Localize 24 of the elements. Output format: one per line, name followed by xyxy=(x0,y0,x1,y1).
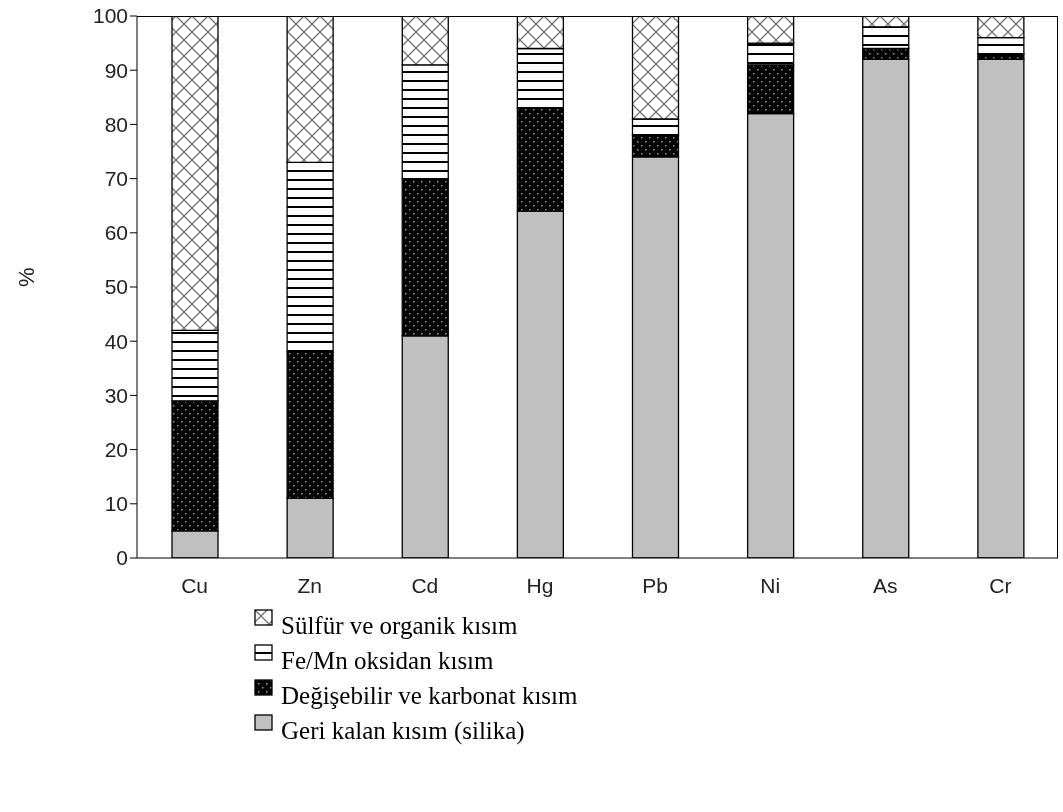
x-tick-label: Ni xyxy=(760,573,781,597)
y-tick-label: 100 xyxy=(92,4,128,28)
y-tick-label: 40 xyxy=(104,329,128,353)
legend-label: Geri kalan kısım (silika) xyxy=(281,716,525,747)
y-tick-label: 20 xyxy=(104,438,128,462)
y-axis-title: % xyxy=(13,267,39,287)
legend-label: Fe/Mn oksidan kısım xyxy=(281,646,494,676)
y-tick-label: 10 xyxy=(104,492,128,516)
y-tick-label: 0 xyxy=(116,546,128,570)
x-tick-label: Cd xyxy=(411,573,439,597)
y-tick-label: 50 xyxy=(104,275,128,299)
y-tick-label: 90 xyxy=(104,58,128,82)
y-tick-label: 60 xyxy=(104,221,128,245)
x-tick-label: Cu xyxy=(181,573,208,597)
y-tick-label: 30 xyxy=(104,383,128,407)
x-tick-label: Zn xyxy=(297,573,322,597)
x-tick-label: Cr xyxy=(989,573,1012,597)
x-tick-label: Hg xyxy=(526,573,554,597)
x-tick-label: Pb xyxy=(642,573,668,597)
legend-label: Değişebilir ve karbonat kısım xyxy=(281,681,578,711)
y-tick-label: 70 xyxy=(104,167,128,191)
y-tick-label: 80 xyxy=(104,112,128,136)
x-tick-label: As xyxy=(873,573,898,597)
legend-label: Sülfür ve organik kısım xyxy=(281,611,518,641)
